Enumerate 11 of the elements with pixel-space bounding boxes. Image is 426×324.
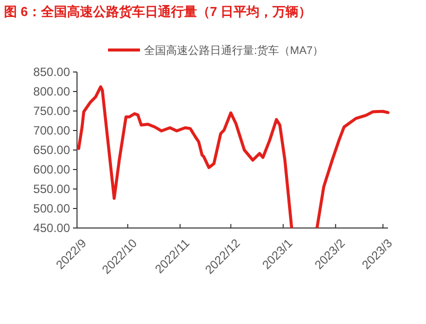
y-tick-label: 750.00: [33, 104, 70, 118]
y-tick-label: 850.00: [33, 65, 70, 80]
legend-label: 全国高速公路日通行量:货车（MA7）: [144, 44, 324, 57]
y-tick-label: 650.00: [33, 143, 70, 158]
y-tick-label: 600.00: [33, 162, 70, 177]
y-tick-label: 800.00: [33, 84, 70, 99]
chart-title: 图 6：全国高速公路货车日通行量（7 日平均，万辆）: [4, 4, 312, 19]
y-tick-label: 550.00: [33, 182, 70, 196]
y-tick-label: 500.00: [33, 202, 70, 216]
y-tick-label: 700.00: [33, 124, 70, 138]
y-tick-label: 450.00: [33, 221, 70, 236]
